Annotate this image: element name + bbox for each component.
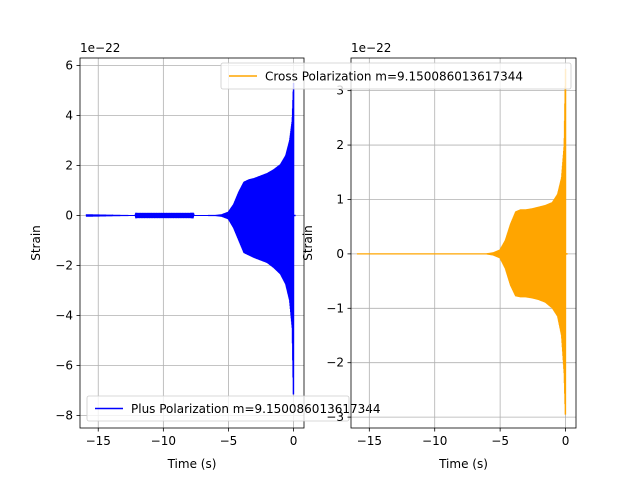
y-tick-label: 0 (336, 247, 344, 261)
x-tick-label: 0 (290, 434, 298, 448)
axes-frame (350, 57, 577, 429)
y-axis-label: Strain (29, 225, 43, 261)
x-tick-label: −15 (357, 434, 382, 448)
y-offset-text: 1e−22 (80, 41, 120, 55)
y-tick-label: 0 (65, 209, 73, 223)
y-tick-label: −3 (326, 410, 344, 424)
y-tick-label: −4 (55, 309, 73, 323)
x-tick-label: −15 (86, 434, 111, 448)
y-tick-label: 4 (65, 109, 73, 123)
y-tick-label: −2 (326, 356, 344, 370)
x-tick-label: −5 (491, 434, 509, 448)
y-axis-label: Strain (301, 225, 315, 261)
legend-box (86, 395, 350, 422)
series-line (356, 68, 568, 415)
y-offset-text: 1e−22 (351, 41, 391, 55)
y-tick-label: −1 (326, 301, 344, 315)
x-axis-label: Time (s) (167, 457, 217, 471)
series-line (85, 82, 296, 395)
y-tick-label: −2 (55, 259, 73, 273)
y-tick-label: −6 (55, 359, 73, 373)
series-waveform (85, 82, 295, 395)
y-tick-label: 2 (336, 138, 344, 152)
legend-entry: Cross Polarization m=9.150086013617344 (265, 70, 523, 84)
y-tick-label: 2 (65, 159, 73, 173)
y-tick-label: 3 (336, 84, 344, 98)
x-tick-label: 0 (562, 434, 570, 448)
y-tick-label: −8 (55, 409, 73, 423)
x-tick-label: −10 (151, 434, 176, 448)
x-axis-label: Time (s) (438, 457, 488, 471)
series-waveform (356, 68, 567, 415)
legend: Plus Polarization m=9.150086013617344 (86, 395, 381, 422)
legend-entry: Plus Polarization m=9.150086013617344 (131, 402, 381, 416)
y-tick-label: 6 (65, 59, 73, 73)
x-tick-label: −5 (220, 434, 238, 448)
legend-box (220, 62, 572, 90)
axes-frame (79, 57, 305, 429)
legend: Cross Polarization m=9.150086013617344 (220, 62, 572, 90)
y-tick-label: 1 (336, 192, 344, 206)
x-tick-label: −10 (422, 434, 447, 448)
